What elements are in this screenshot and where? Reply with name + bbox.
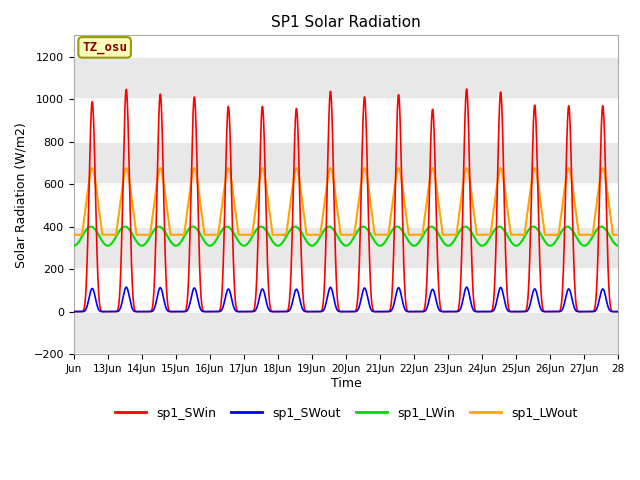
Bar bbox=[74, 57, 618, 99]
Bar bbox=[74, 227, 618, 269]
Title: SP1 Solar Radiation: SP1 Solar Radiation bbox=[271, 15, 421, 30]
Text: TZ_osu: TZ_osu bbox=[82, 41, 127, 54]
X-axis label: Time: Time bbox=[331, 377, 362, 390]
Y-axis label: Solar Radiation (W/m2): Solar Radiation (W/m2) bbox=[15, 122, 28, 267]
Bar bbox=[74, 142, 618, 184]
Legend: sp1_SWin, sp1_SWout, sp1_LWin, sp1_LWout: sp1_SWin, sp1_SWout, sp1_LWin, sp1_LWout bbox=[109, 402, 582, 425]
Bar bbox=[74, 312, 618, 354]
